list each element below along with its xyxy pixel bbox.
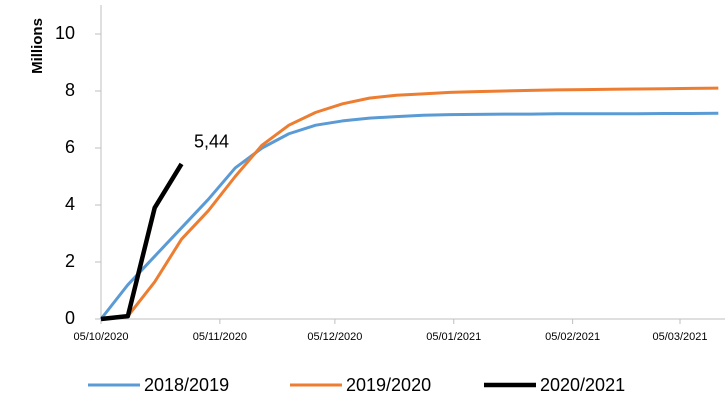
legend-label: 2019/2020 [346,375,431,395]
x-tick-label: 05/10/2020 [73,331,128,343]
x-tick-label: 05/11/2020 [193,331,247,343]
y-tick-label: 4 [65,194,75,214]
y-axis-label: Millions [29,18,46,74]
series-line [100,162,184,322]
x-tick-label: 05/03/2021 [652,331,707,343]
legend-label: 2020/2021 [540,375,625,395]
x-tick-label: 05/02/2021 [545,331,600,343]
y-tick-label: 2 [65,251,75,271]
y-tick-label: 10 [55,23,75,43]
y-tick-label: 0 [65,308,75,328]
series-line [100,86,719,321]
data-label: 5,44 [194,132,229,152]
y-tick-label: 6 [65,137,75,157]
x-tick-label: 05/12/2020 [307,331,362,343]
series-line [99,111,719,320]
legend-label: 2018/2019 [144,375,229,395]
y-tick-label: 8 [65,80,75,100]
x-tick-label: 05/01/2021 [426,331,481,343]
